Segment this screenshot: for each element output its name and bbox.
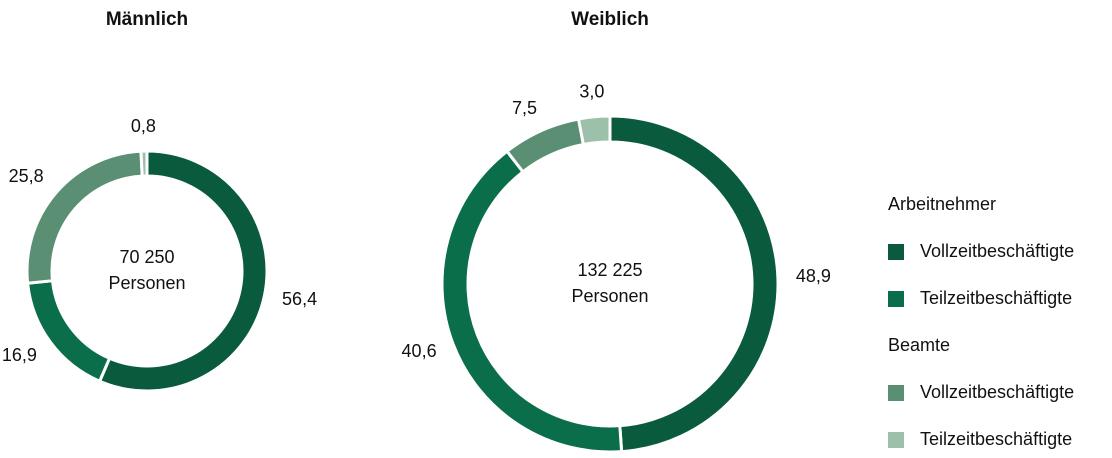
donut-segment	[97, 149, 269, 393]
donut-segment	[608, 114, 780, 454]
data-label: 7,5	[512, 98, 537, 118]
legend-label: Teilzeitbeschäftigte	[920, 429, 1072, 449]
data-label: 40,6	[402, 341, 437, 361]
legend-group-title: Beamte	[888, 335, 950, 355]
legend-swatch	[888, 291, 904, 307]
data-label: 25,8	[9, 166, 44, 186]
legend-swatch	[888, 432, 904, 448]
legend-label: Teilzeitbeschäftigte	[920, 288, 1072, 308]
donut-segment	[139, 149, 149, 178]
center-text: Personen	[108, 273, 185, 293]
donut-segment	[25, 279, 112, 384]
legend-label: Vollzeitbeschäftigte	[920, 241, 1074, 261]
legend-group-title: Arbeitnehmer	[888, 194, 996, 214]
chart-title: Männlich	[106, 9, 188, 30]
center-text: 70 250	[119, 247, 174, 267]
center-text: Personen	[571, 286, 648, 306]
data-label: 48,9	[796, 266, 831, 286]
legend-swatch	[888, 244, 904, 260]
donut-segment	[504, 117, 586, 174]
data-label: 0,8	[131, 116, 156, 136]
donut-segment	[576, 114, 612, 147]
center-text: 132 225	[577, 260, 642, 280]
data-label: 16,9	[2, 345, 37, 365]
legend-label: Vollzeitbeschäftigte	[920, 382, 1074, 402]
legend-swatch	[888, 385, 904, 401]
chart-title: Weiblich	[571, 9, 649, 30]
data-label: 56,4	[282, 289, 317, 309]
data-label: 3,0	[579, 82, 604, 102]
